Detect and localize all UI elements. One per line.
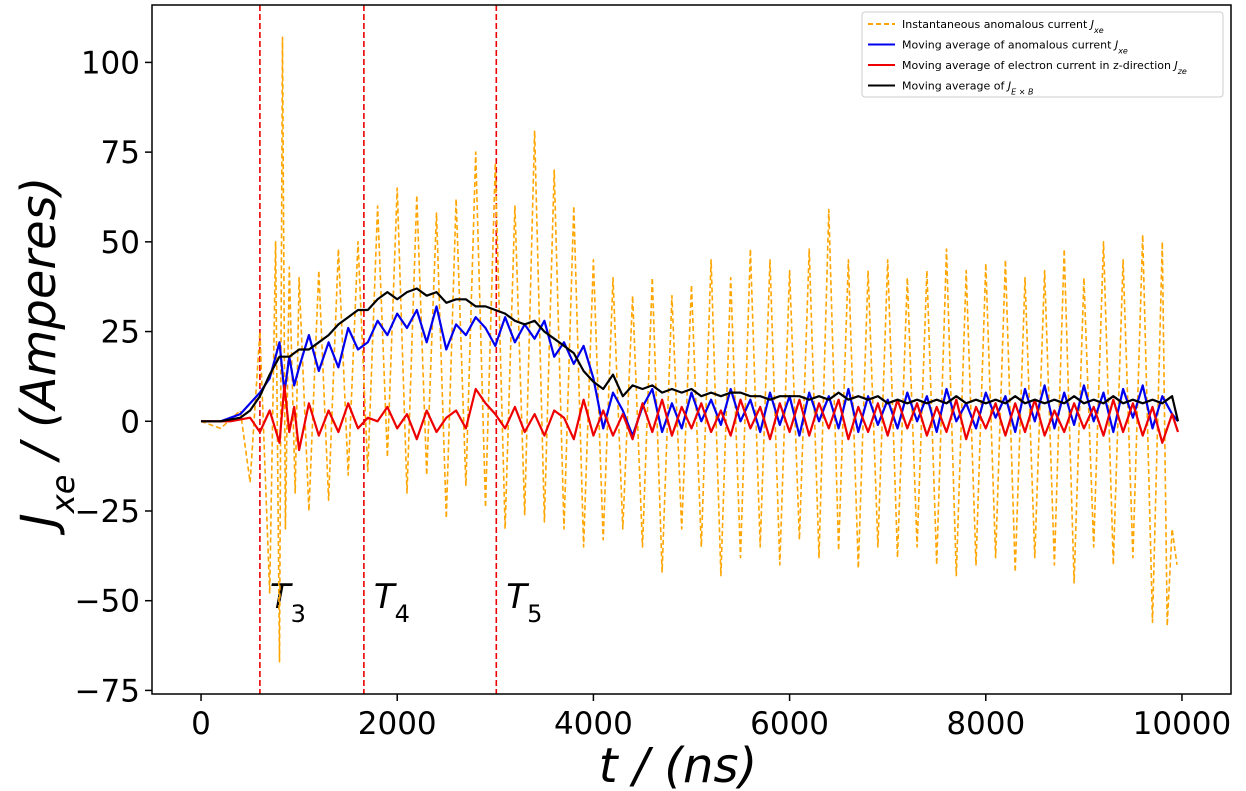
x-axis: 0 2000 4000 6000 8000 10000	[191, 694, 1231, 742]
marker-label-3: T5	[506, 577, 542, 628]
x-axis-label: t / (ns)	[599, 738, 757, 791]
y-tick-label: 100	[81, 45, 140, 81]
y-tick-label: 25	[101, 315, 140, 351]
y-tick-label: −25	[75, 494, 140, 530]
y-tick-label: −50	[75, 584, 140, 620]
series-line-3	[201, 384, 1180, 452]
legend: Instantaneous anomalous current Jxe Movin…	[861, 11, 1224, 98]
x-tick-label: 10000	[1133, 706, 1232, 742]
y-tick-label: 75	[101, 135, 140, 171]
y-tick-label: 0	[120, 404, 140, 440]
legend-label-1: Instantaneous anomalous current Jxe	[902, 18, 1104, 35]
legend-label-2: Moving average of anomalous current Jxe	[902, 39, 1128, 56]
x-tick-label: 8000	[946, 706, 1025, 742]
x-tick-label: 4000	[554, 706, 633, 742]
grid-and-lines: T3 T4 T5	[200, 5, 1180, 694]
y-tick-label: −75	[75, 673, 140, 709]
x-tick-label: 0	[191, 706, 211, 742]
series-line-4	[201, 287, 1180, 423]
y-axis: −75 −50 −25 0 25 50 75 100	[75, 45, 152, 709]
legend-box	[861, 11, 1224, 98]
y-axis-label: Jxe / (Amperes)	[11, 177, 82, 536]
x-tick-label: 6000	[750, 706, 829, 742]
legend-label-3: Moving average of electron current in z-…	[902, 59, 1187, 76]
y-tick-label: 50	[101, 225, 140, 261]
x-tick-label: 2000	[358, 706, 437, 742]
plot-frame	[151, 4, 1232, 695]
series-line-2	[201, 305, 1179, 437]
series-group	[200, 36, 1180, 663]
marker-label-1: T3	[270, 577, 306, 628]
legend-label-4: Moving average of JE × B	[902, 80, 1033, 97]
marker-label-2: T4	[374, 577, 410, 628]
